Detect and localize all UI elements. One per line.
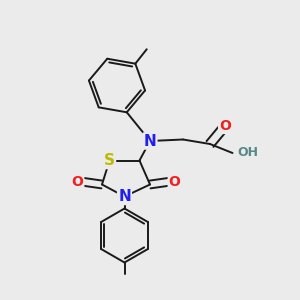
- Text: N: N: [144, 134, 156, 148]
- Text: OH: OH: [237, 146, 258, 160]
- Text: N: N: [118, 189, 131, 204]
- Text: O: O: [169, 175, 181, 188]
- Text: O: O: [71, 175, 83, 188]
- Text: S: S: [104, 153, 115, 168]
- Text: O: O: [219, 119, 231, 133]
